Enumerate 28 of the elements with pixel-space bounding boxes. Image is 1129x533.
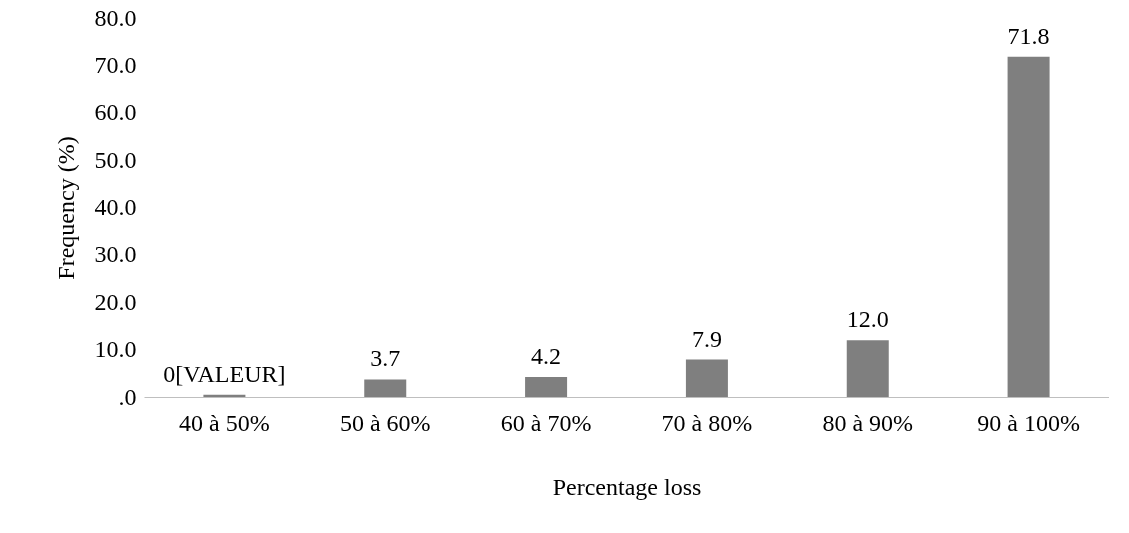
x-tick-label: 80 à 90% — [822, 409, 914, 436]
text: 7.9 — [691, 325, 722, 352]
y-tick-label: 80.0 — [94, 4, 137, 31]
x-axis-title: Percentage loss — [552, 473, 702, 500]
text: 4.2 — [531, 343, 562, 370]
y-tick-label: 40.0 — [94, 194, 137, 220]
x-tick-label: 70 à 80% — [661, 409, 753, 436]
y-tick-label: 30.0 — [94, 241, 137, 268]
bar — [846, 340, 889, 397]
y-tick-label: 60.0 — [94, 99, 137, 126]
y-axis-title: Frequency (%) — [52, 136, 79, 280]
y-tick-label: 70.0 — [94, 51, 137, 78]
bar — [1007, 56, 1050, 397]
bar — [525, 377, 568, 397]
x-tick-label: 50 à 60% — [339, 409, 431, 436]
y-tick-label: 10.0 — [94, 336, 137, 363]
bar — [685, 359, 728, 397]
y-tick-label: 50.0 — [94, 146, 137, 173]
x-tick-label: 90 à 100% — [977, 409, 1080, 436]
text: 0[VALEUR] — [163, 360, 286, 387]
y-tick-label: 20.0 — [94, 288, 137, 315]
y-tick-label: .0 — [118, 383, 137, 410]
text: 3.7 — [370, 345, 401, 372]
text: 12.0 — [846, 306, 889, 333]
x-tick-label: 40 à 50% — [179, 409, 270, 436]
x-tick-label: 60 à 70% — [500, 409, 592, 436]
bar — [364, 379, 407, 397]
text: 71.8 — [1007, 22, 1050, 49]
